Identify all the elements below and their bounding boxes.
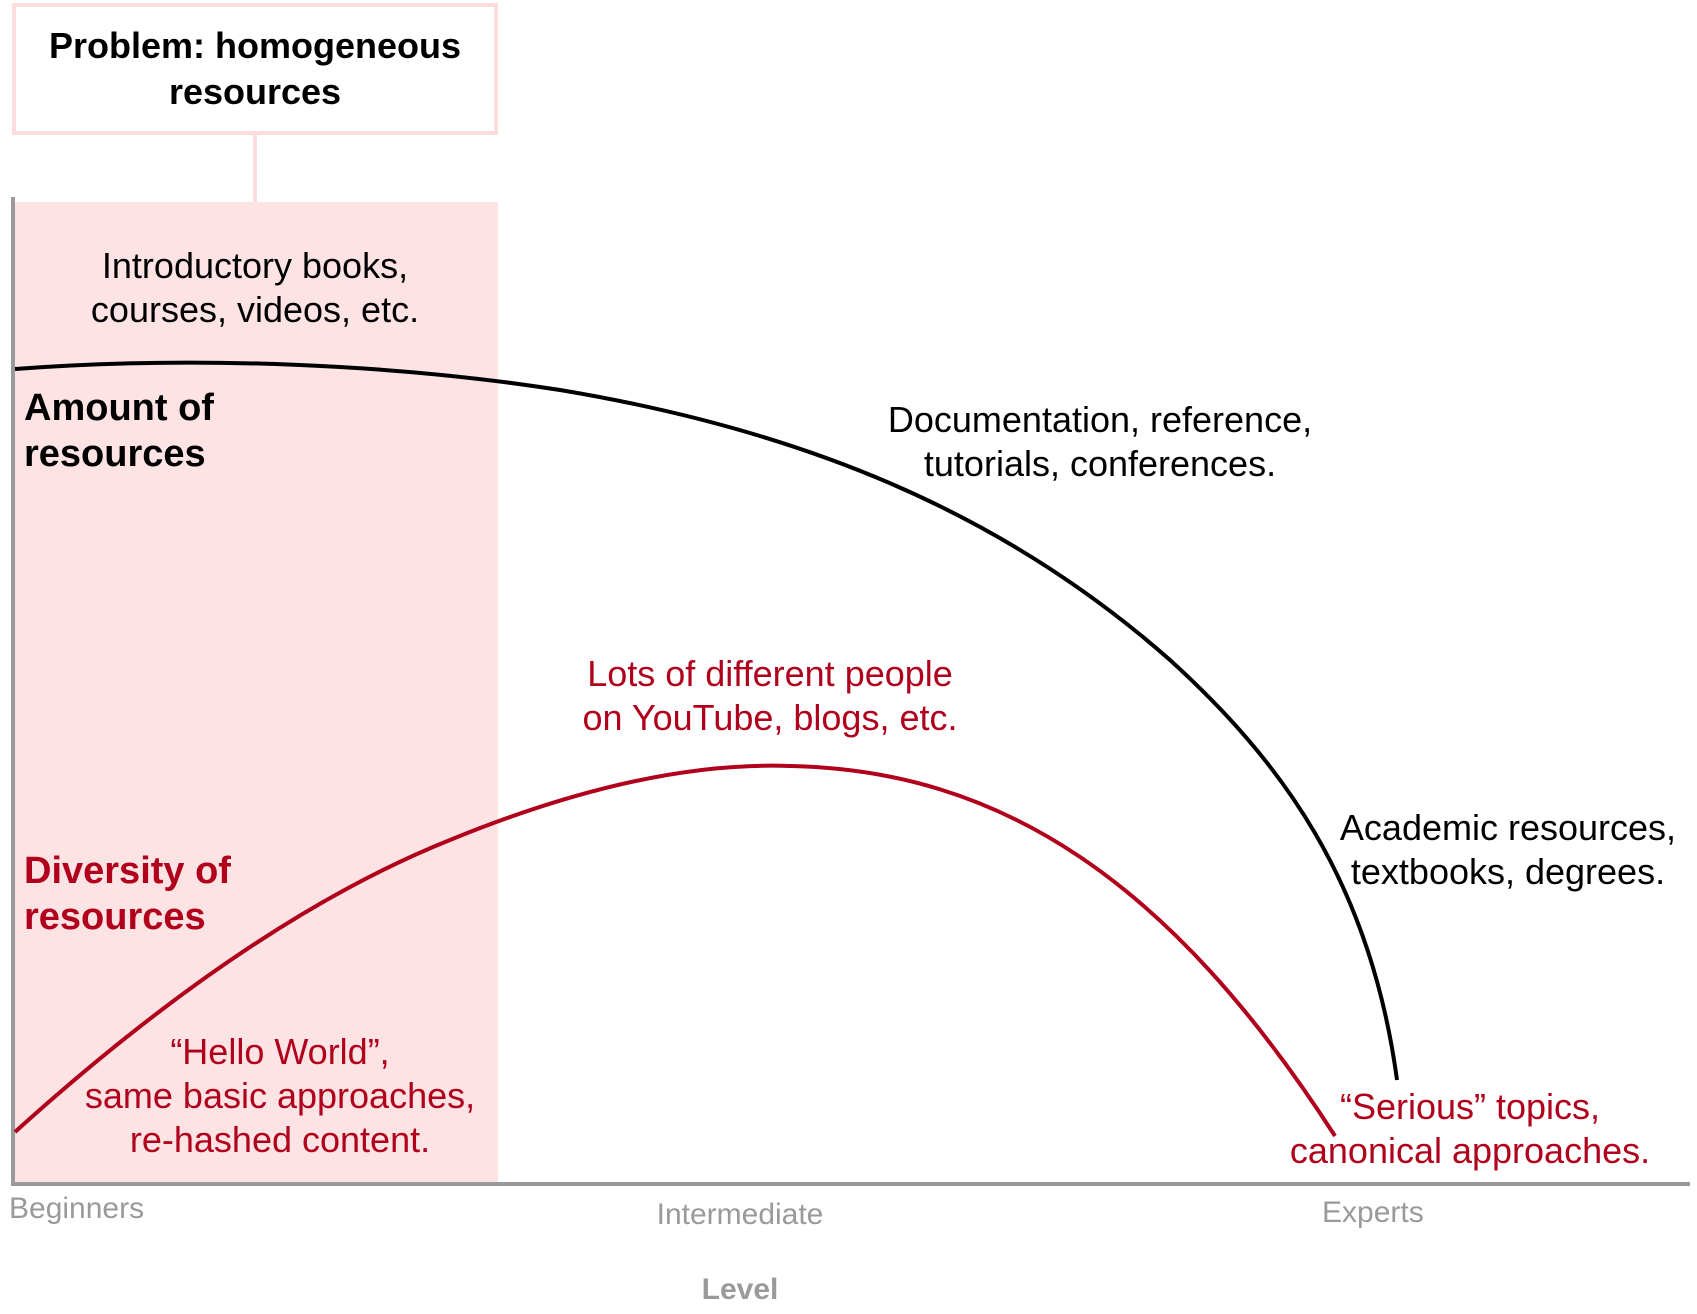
- x-axis-label: Level: [701, 1273, 779, 1306]
- academic-annotation-line-1: Academic resources,: [1339, 807, 1677, 848]
- academic-annotation-line-2: textbooks, degrees.: [1350, 850, 1666, 892]
- intro-annotation-line-2: courses, videos, etc.: [90, 288, 420, 330]
- problem-box: Problem: homogeneous resources: [12, 3, 498, 135]
- docs-annotation-line-2: tutorials, conferences.: [923, 442, 1277, 484]
- amount-series-label-text: Amount of resources: [24, 387, 214, 476]
- x-tick-experts: Experts: [1322, 1196, 1424, 1229]
- x-tick-beginners: Beginners: [9, 1192, 145, 1225]
- academic-annotation: Academic resources, textbooks, degrees.: [1316, 806, 1697, 894]
- diversity-series-label-text: Diversity of resources: [24, 850, 231, 939]
- amount-series-label: Amount of resources: [24, 385, 324, 478]
- intro-annotation-line-1: Introductory books,: [101, 245, 409, 286]
- serious-annotation: “Serious” topics, canonical approaches.: [1250, 1085, 1690, 1173]
- serious-annotation-line-1: “Serious” topics,: [1339, 1086, 1601, 1127]
- intro-annotation: Introductory books, courses, videos, etc…: [40, 244, 470, 332]
- docs-annotation-line-1: Documentation, reference,: [887, 399, 1313, 440]
- lots-annotation-line-2: on YouTube, blogs, etc.: [582, 696, 958, 738]
- hello-world-annotation-line-1: “Hello World”,: [170, 1031, 390, 1072]
- amount-of-resources-curve: [14, 360, 1399, 1081]
- diversity-of-resources-curve: [13, 763, 1337, 1138]
- serious-annotation-line-2: canonical approaches.: [1289, 1129, 1651, 1171]
- hello-world-annotation: “Hello World”, same basic approaches, re…: [40, 1030, 520, 1162]
- hello-world-annotation-line-2: same basic approaches,: [84, 1074, 476, 1116]
- x-tick-intermediate: Intermediate: [656, 1198, 824, 1231]
- docs-annotation: Documentation, reference, tutorials, con…: [840, 398, 1360, 486]
- lots-annotation: Lots of different people on YouTube, blo…: [540, 652, 1000, 740]
- lots-annotation-line-1: Lots of different people: [587, 653, 953, 694]
- diversity-series-label: Diversity of resources: [24, 848, 324, 941]
- hello-world-annotation-line-3: re-hashed content.: [129, 1118, 431, 1160]
- problem-box-title: Problem: homogeneous resources: [48, 24, 462, 112]
